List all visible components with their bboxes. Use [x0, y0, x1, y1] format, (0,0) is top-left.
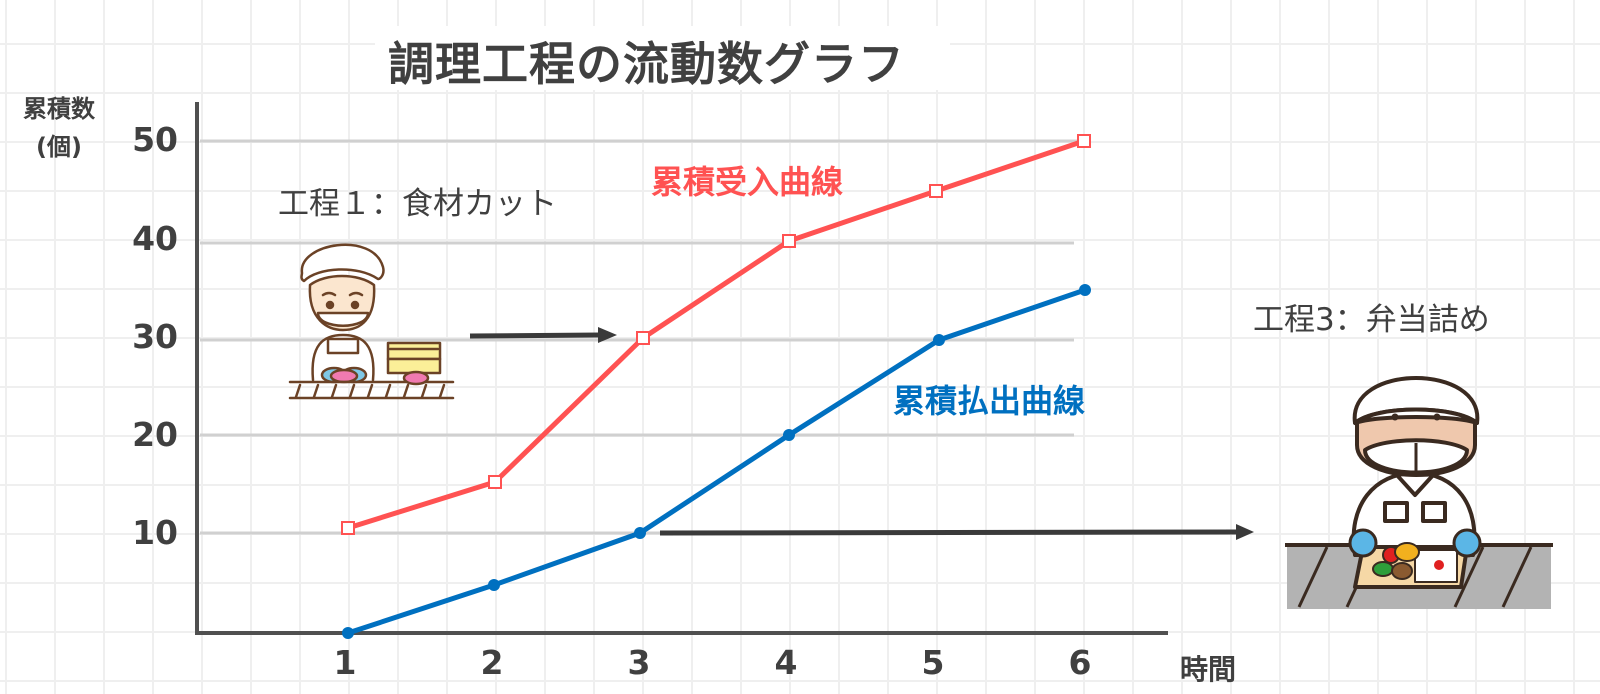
x-tick-6: 6: [1068, 643, 1092, 682]
series-label-dispatch: 累積払出曲線: [893, 382, 1086, 420]
x-tick-3: 3: [627, 643, 651, 682]
y-axis-label-unit: (個): [36, 133, 82, 161]
x-tick-4: 4: [774, 643, 798, 682]
y-axis-label-text: 累積数: [23, 95, 95, 123]
y-tick-50: 50: [132, 120, 178, 159]
y-tick-10: 10: [132, 513, 178, 552]
arrow-process3: [659, 524, 1254, 540]
annotation-process1: 工程１：食材カット: [278, 186, 557, 222]
y-axis-label: 累積数 (個): [6, 90, 112, 166]
y-tick-20: 20: [132, 415, 178, 454]
chart-title: 調理工程の流動数グラフ: [388, 37, 905, 91]
bento-packer-illustration: [1285, 376, 1553, 609]
series-dispatch-line: [347, 287, 1086, 636]
x-axis-label: 時間: [1180, 653, 1237, 686]
y-tick-40: 40: [132, 219, 178, 258]
series-receive-line: [347, 138, 1085, 531]
series-dispatch-markers: [342, 284, 1091, 639]
arrow-process1: [469, 327, 617, 343]
cook-cutting-illustration: [288, 243, 455, 400]
y-tick-30: 30: [132, 317, 178, 356]
annotation-process3: 工程3：弁当詰め: [1253, 302, 1490, 338]
title-background: [375, 26, 950, 90]
x-tick-2: 2: [480, 643, 504, 682]
x-tick-1: 1: [333, 643, 357, 682]
series-label-receive: 累積受入曲線: [651, 163, 844, 201]
series-receive-markers: [341, 134, 1091, 535]
x-tick-5: 5: [921, 643, 945, 682]
